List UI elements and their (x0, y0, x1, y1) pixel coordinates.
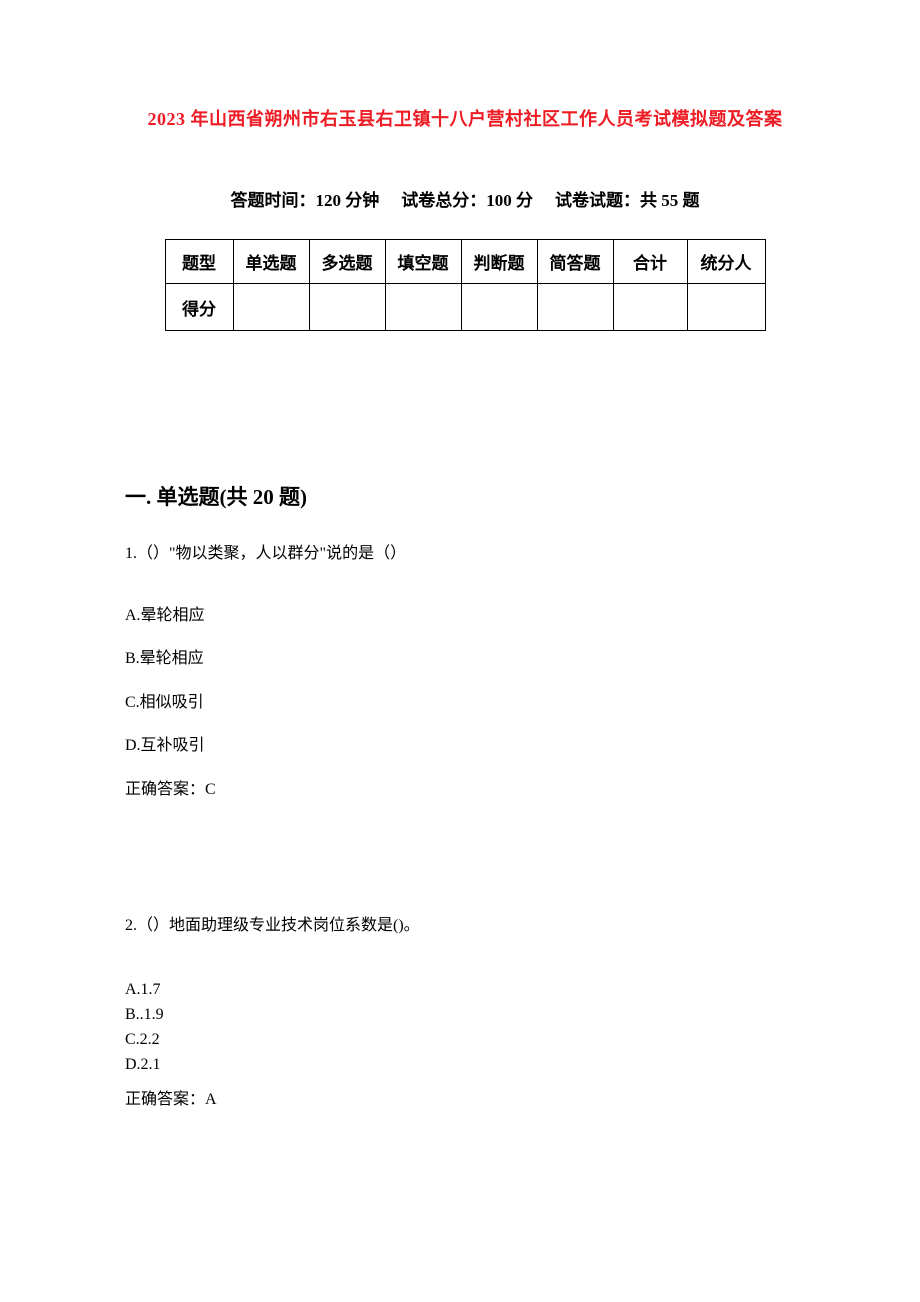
score-cell (461, 284, 537, 331)
question-2: 2.（）地面助理级专业技术岗位系数是()。 A.1.7 B..1.9 C.2.2… (125, 913, 805, 1113)
header-judge: 判断题 (461, 240, 537, 284)
score-cell (233, 284, 309, 331)
question-2-option-a: A.1.7 (125, 978, 805, 1003)
total-value: 100 分 (486, 191, 533, 210)
table-header-row: 题型 单选题 多选题 填空题 判断题 简答题 合计 统分人 (165, 240, 765, 284)
exam-document-page: 2023 年山西省朔州市右玉县右卫镇十八户营村社区工作人员考试模拟题及答案 答题… (0, 0, 920, 1113)
question-2-option-b: B..1.9 (125, 1003, 805, 1028)
question-2-option-d: D.2.1 (125, 1053, 805, 1078)
time-label: 答题时间： (231, 191, 316, 210)
score-table: 题型 单选题 多选题 填空题 判断题 简答题 合计 统分人 得分 (165, 239, 766, 331)
exam-info-line: 答题时间：120 分钟 试卷总分：100 分 试卷试题：共 55 题 (125, 186, 805, 211)
question-2-option-c: C.2.2 (125, 1028, 805, 1053)
question-2-answer: 正确答案：A (125, 1087, 805, 1113)
count-value: 共 55 题 (640, 191, 700, 210)
section-heading: 一. 单选题(共 20 题) (125, 481, 805, 511)
document-title: 2023 年山西省朔州市右玉县右卫镇十八户营村社区工作人员考试模拟题及答案 (125, 105, 805, 131)
score-cell (537, 284, 613, 331)
header-short: 简答题 (537, 240, 613, 284)
time-value: 120 分钟 (316, 191, 380, 210)
question-1: 1.（）"物以类聚，人以群分"说的是（） A.晕轮相应 B.晕轮相应 C.相似吸… (125, 541, 805, 803)
question-1-option-a: A.晕轮相应 (125, 603, 805, 629)
header-multi: 多选题 (309, 240, 385, 284)
question-1-option-b: B.晕轮相应 (125, 646, 805, 672)
score-cell (309, 284, 385, 331)
header-fill: 填空题 (385, 240, 461, 284)
score-cell (687, 284, 765, 331)
header-single: 单选题 (233, 240, 309, 284)
table-score-row: 得分 (165, 284, 765, 331)
total-label: 试卷总分： (401, 191, 486, 210)
question-1-answer: 正确答案：C (125, 777, 805, 803)
header-type-label: 题型 (165, 240, 233, 284)
question-1-option-c: C.相似吸引 (125, 690, 805, 716)
count-label: 试卷试题： (555, 191, 640, 210)
score-cell (385, 284, 461, 331)
question-2-text: 2.（）地面助理级专业技术岗位系数是()。 (125, 913, 805, 939)
score-row-label: 得分 (165, 284, 233, 331)
question-1-option-d: D.互补吸引 (125, 733, 805, 759)
question-1-text: 1.（）"物以类聚，人以群分"说的是（） (125, 541, 805, 567)
header-total: 合计 (613, 240, 687, 284)
score-cell (613, 284, 687, 331)
header-scorer: 统分人 (687, 240, 765, 284)
